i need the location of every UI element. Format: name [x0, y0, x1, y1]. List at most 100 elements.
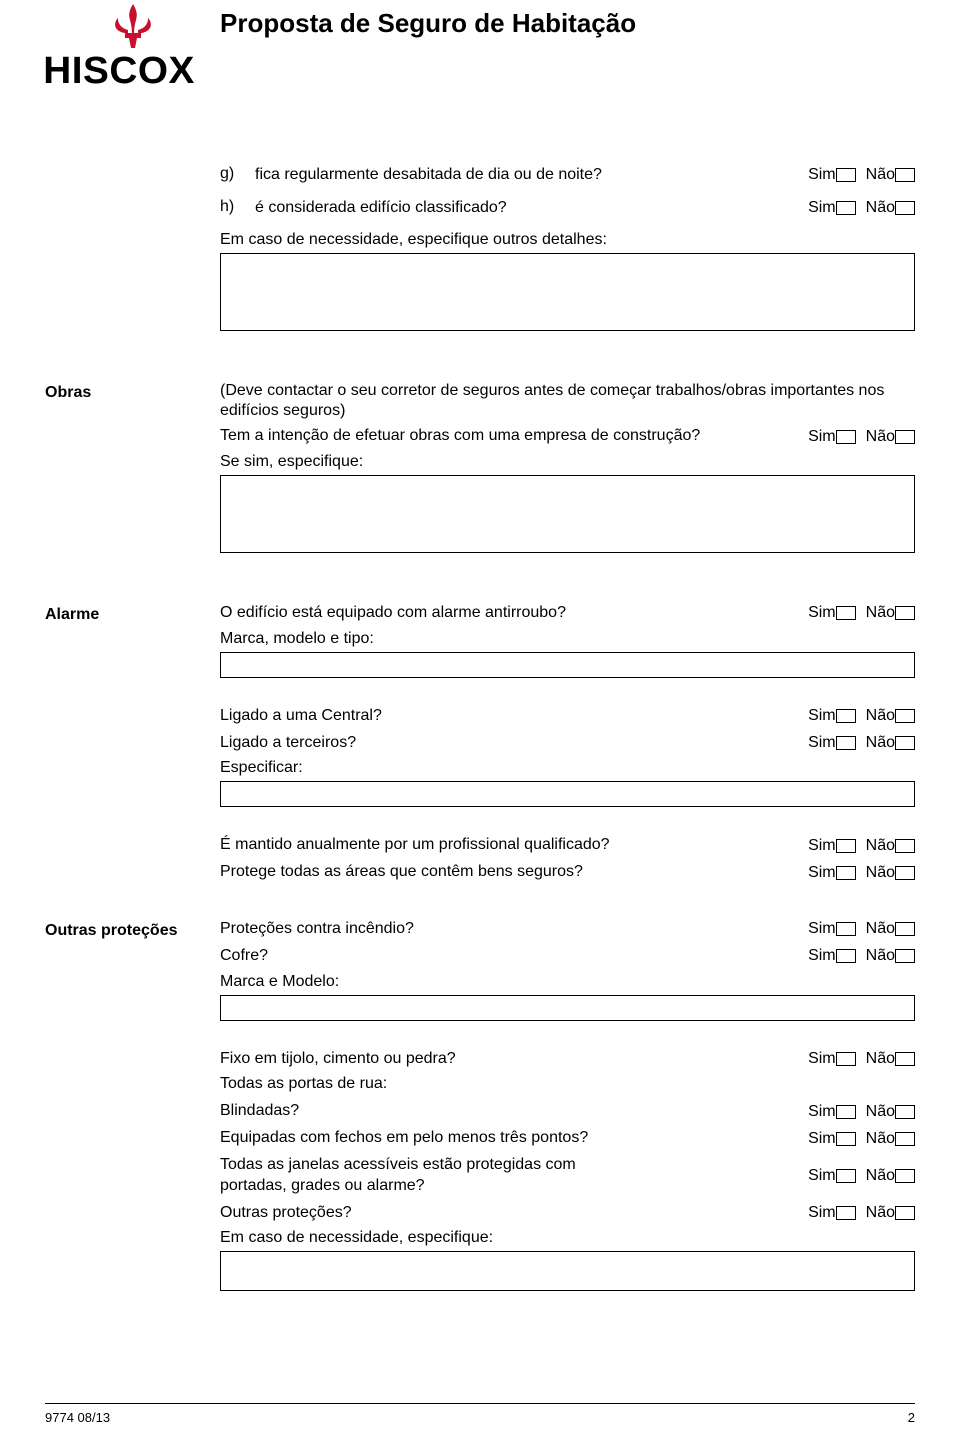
top-details-input[interactable]	[220, 253, 915, 331]
label-nao: Não	[866, 199, 895, 217]
label-nao: Não	[866, 707, 895, 725]
label-sim: Sim	[808, 1167, 836, 1185]
page: HISCOX Proposta de Seguro de Habitação g…	[0, 0, 960, 1291]
page-footer: 9774 08/13 2	[45, 1403, 915, 1425]
section-obras: Obras (Deve contactar o seu corretor de …	[45, 381, 915, 553]
alarme-q5: Protege todas as áreas que contêm bens s…	[220, 862, 915, 883]
letter-h: h)	[220, 198, 255, 219]
alarme-q3: Ligado a terceiros? Sim Não	[220, 733, 915, 754]
alarme-q3-text: Ligado a terceiros?	[220, 733, 808, 754]
outras-q2-text: Cofre?	[220, 946, 808, 967]
label-nao: Não	[866, 837, 895, 855]
section-outras: Outras proteções Proteções contra incênd…	[45, 919, 915, 1291]
alarme-q2: Ligado a uma Central? Sim Não	[220, 706, 915, 727]
checkbox-sim[interactable]	[836, 922, 856, 936]
checkbox-sim[interactable]	[836, 1132, 856, 1146]
label-sim: Sim	[808, 604, 836, 622]
label-sim: Sim	[808, 920, 836, 938]
label-nao: Não	[866, 734, 895, 752]
checkbox-sim[interactable]	[836, 866, 856, 880]
page-title: Proposta de Seguro de Habitação	[220, 2, 636, 39]
checkbox-nao[interactable]	[895, 1052, 915, 1066]
section-body-top: g) fica regularmente desabitada de dia o…	[220, 165, 915, 331]
checkbox-sim[interactable]	[836, 839, 856, 853]
checkbox-nao[interactable]	[895, 1169, 915, 1183]
alarme-q4: É mantido anualmente por um profissional…	[220, 835, 915, 856]
checkbox-nao[interactable]	[895, 839, 915, 853]
checkbox-nao[interactable]	[895, 1206, 915, 1220]
footer-ref: 9774 08/13	[45, 1410, 110, 1425]
label-sim: Sim	[808, 837, 836, 855]
label-sim: Sim	[808, 707, 836, 725]
alarme-specify-input[interactable]	[220, 781, 915, 807]
alarme-q1-text: O edifício está equipado com alarme anti…	[220, 603, 808, 624]
yn-group: Sim Não	[808, 1204, 915, 1222]
yn-group: Sim Não	[808, 1130, 915, 1148]
label-sim: Sim	[808, 199, 836, 217]
checkbox-nao[interactable]	[895, 1132, 915, 1146]
checkbox-sim[interactable]	[836, 1052, 856, 1066]
yn-group: Sim Não	[808, 428, 915, 446]
label-sim: Sim	[808, 1103, 836, 1121]
yn-group: Sim Não	[808, 920, 915, 938]
alarme-model-input[interactable]	[220, 652, 915, 678]
checkbox-nao[interactable]	[895, 606, 915, 620]
yn-group: Sim Não	[808, 166, 915, 184]
letter-g: g)	[220, 165, 255, 186]
outras-q3: Fixo em tijolo, cimento ou pedra? Sim Nã…	[220, 1049, 915, 1070]
checkbox-sim[interactable]	[836, 709, 856, 723]
label-sim: Sim	[808, 1130, 836, 1148]
alarme-sub2: Especificar:	[220, 759, 915, 777]
checkbox-sim[interactable]	[836, 1105, 856, 1119]
section-body-obras: (Deve contactar o seu corretor de seguro…	[220, 381, 915, 553]
outras-specify-input[interactable]	[220, 1251, 915, 1291]
checkbox-nao[interactable]	[895, 736, 915, 750]
page-header: HISCOX Proposta de Seguro de Habitação	[45, 0, 915, 90]
outras-q7-text: Outras proteções?	[220, 1203, 808, 1224]
yn-group: Sim Não	[808, 734, 915, 752]
checkbox-nao[interactable]	[895, 922, 915, 936]
label-nao: Não	[866, 604, 895, 622]
outras-sub1: Marca e Modelo:	[220, 973, 915, 991]
alarme-q5-text: Protege todas as áreas que contêm bens s…	[220, 862, 808, 883]
checkbox-sim[interactable]	[836, 430, 856, 444]
checkbox-nao[interactable]	[895, 949, 915, 963]
checkbox-sim[interactable]	[836, 1169, 856, 1183]
question-g-text: fica regularmente desabitada de dia ou d…	[255, 165, 808, 186]
checkbox-sim[interactable]	[836, 736, 856, 750]
brand-wordmark: HISCOX	[43, 52, 222, 90]
label-sim: Sim	[808, 1050, 836, 1068]
checkbox-sim[interactable]	[836, 168, 856, 182]
label-nao: Não	[866, 920, 895, 938]
checkbox-nao[interactable]	[895, 430, 915, 444]
section-body-outras: Proteções contra incêndio? Sim Não Cofre…	[220, 919, 915, 1291]
checkbox-nao[interactable]	[895, 709, 915, 723]
checkbox-nao[interactable]	[895, 866, 915, 880]
checkbox-sim[interactable]	[836, 201, 856, 215]
section-alarme: Alarme O edifício está equipado com alar…	[45, 603, 915, 889]
label-nao: Não	[866, 1167, 895, 1185]
section-top: g) fica regularmente desabitada de dia o…	[45, 165, 915, 331]
outras-sub3: Em caso de necessidade, especifique:	[220, 1229, 915, 1247]
outras-q1: Proteções contra incêndio? Sim Não	[220, 919, 915, 940]
outras-model-input[interactable]	[220, 995, 915, 1021]
alarme-q4-text: É mantido anualmente por um profissional…	[220, 835, 808, 856]
section-label-empty	[45, 165, 220, 331]
yn-group: Sim Não	[808, 1103, 915, 1121]
section-body-alarme: O edifício está equipado com alarme anti…	[220, 603, 915, 889]
label-nao: Não	[866, 1050, 895, 1068]
yn-group: Sim Não	[808, 837, 915, 855]
checkbox-sim[interactable]	[836, 606, 856, 620]
checkbox-nao[interactable]	[895, 168, 915, 182]
question-h-text: é considerada edifício classificado?	[255, 198, 808, 219]
checkbox-nao[interactable]	[895, 201, 915, 215]
checkbox-sim[interactable]	[836, 949, 856, 963]
obras-specify-input[interactable]	[220, 475, 915, 553]
section-label-obras: Obras	[45, 381, 220, 553]
outras-q5: Equipadas com fechos em pelo menos três …	[220, 1128, 915, 1149]
checkbox-nao[interactable]	[895, 1105, 915, 1119]
checkbox-sim[interactable]	[836, 1206, 856, 1220]
label-nao: Não	[866, 1204, 895, 1222]
label-nao: Não	[866, 166, 895, 184]
outras-q4: Blindadas? Sim Não	[220, 1101, 915, 1122]
